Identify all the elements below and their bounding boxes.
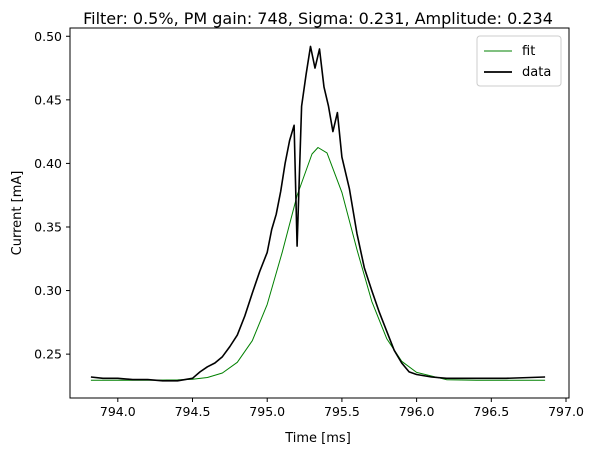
y-tick-label: 0.25 [34, 347, 62, 362]
x-tick-label: 795.0 [249, 404, 285, 419]
legend: fit data [476, 35, 562, 87]
x-axis-label: Time [ms] [284, 431, 351, 446]
plot-area [90, 45, 546, 382]
y-axis-label: Current [mA] [10, 171, 25, 256]
y-tick-label: 0.35 [34, 219, 62, 234]
legend-fit-label: fit [522, 44, 535, 59]
series-line-data [90, 45, 546, 382]
plot-frame [69, 27, 570, 399]
x-tick-label: 796.0 [399, 404, 435, 419]
series-line-fit [90, 147, 546, 381]
x-tick-label: 795.5 [324, 404, 360, 419]
x-tick-label: 794.0 [100, 404, 136, 419]
legend-box [476, 35, 562, 87]
legend-data-label: data [522, 65, 551, 80]
y-tick-label: 0.45 [34, 92, 62, 107]
chart-title: Filter: 0.5%, PM gain: 748, Sigma: 0.231… [83, 9, 553, 28]
axis-ticks: 794.0 794.5 795.0 795.5 796.0 796.5 797.0 0.25 0… [34, 29, 584, 419]
x-tick-label: 797.0 [548, 404, 584, 419]
x-tick-label: 796.5 [473, 404, 509, 419]
y-tick-label: 0.40 [34, 156, 62, 171]
y-tick-label: 0.30 [34, 283, 62, 298]
y-tick-label: 0.50 [34, 29, 62, 44]
x-tick-label: 794.5 [175, 404, 211, 419]
